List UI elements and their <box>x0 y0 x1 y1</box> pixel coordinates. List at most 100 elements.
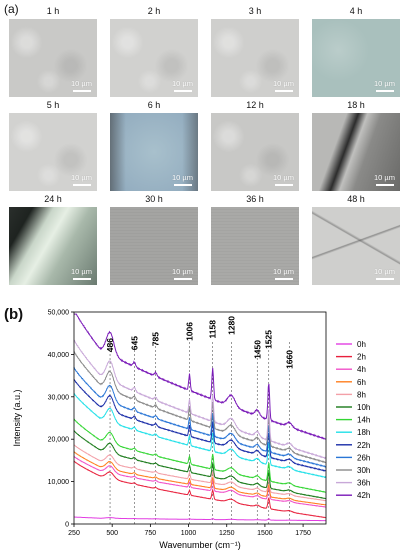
tile-time-label: 4 h <box>349 6 363 16</box>
x-tick-label: 500 <box>106 530 118 537</box>
y-axis-label: Intensity (a.u.) <box>12 389 22 446</box>
legend-entry: 42h <box>357 491 370 500</box>
scale-bar-label: 10 µm <box>273 79 294 88</box>
tile-time-label: 2 h <box>147 6 161 16</box>
legend-entry: 10h <box>357 403 370 412</box>
x-tick-label: 1500 <box>257 530 273 537</box>
spectrum-line <box>73 350 326 464</box>
spectrum-line <box>73 460 326 519</box>
tile-time-label: 36 h <box>246 194 264 204</box>
spectrum-line <box>73 451 326 506</box>
peak-label: 1158 <box>208 320 218 339</box>
scale-bar <box>275 90 293 92</box>
spectrum-line <box>74 313 326 440</box>
spectrum-line <box>73 455 326 508</box>
scale-bar <box>174 90 192 92</box>
x-tick-label: 250 <box>68 530 80 537</box>
legend-entry: 4h <box>357 365 366 374</box>
legend-entry: 18h <box>357 428 370 437</box>
scale-bar <box>376 90 394 92</box>
tile-time-label: 5 h <box>46 100 60 110</box>
legend-entry: 6h <box>357 378 366 387</box>
y-tick-label: 50,000 <box>48 310 70 317</box>
tile-time-label: 1 h <box>46 6 60 16</box>
spectrum-line <box>73 444 326 502</box>
micrograph-tile: 10 µm <box>110 19 198 97</box>
scale-bar <box>73 278 91 280</box>
panel-a-label: (a) <box>4 2 19 16</box>
scale-bar <box>275 278 293 280</box>
scale-bar-label: 10 µm <box>374 173 395 182</box>
legend-entry: 22h <box>357 441 370 450</box>
scale-bar-label: 10 µm <box>172 267 193 276</box>
micrograph-tile: 10 µm <box>211 113 299 191</box>
tile-time-label: 18 h <box>347 100 365 110</box>
x-axis-label: Wavenumber (cm⁻¹) <box>159 540 240 550</box>
tile-time-label: 48 h <box>347 194 365 204</box>
legend-entry: 30h <box>357 466 370 475</box>
legend-entry: 14h <box>357 416 370 425</box>
legend-entry: 2h <box>357 353 366 362</box>
micrograph-tile: 10 µm <box>9 19 97 97</box>
spectrum-line <box>73 430 326 500</box>
x-tick-label: 1000 <box>181 530 197 537</box>
spectrum-line <box>73 339 327 460</box>
peak-label: 1660 <box>284 350 294 369</box>
tile-time-label: 30 h <box>145 194 163 204</box>
scale-bar-label: 10 µm <box>71 173 92 182</box>
micrograph-tile: 10 µm <box>9 207 97 285</box>
micrograph-tile: 10 µm <box>9 113 97 191</box>
micrograph-tile: 10 µm <box>312 207 400 285</box>
tile-time-label: 12 h <box>246 100 264 110</box>
y-tick-label: 20,000 <box>48 437 70 444</box>
spectrum-line <box>73 366 327 468</box>
scale-bar <box>275 184 293 186</box>
y-tick-label: 0 <box>65 522 69 529</box>
x-tick-label: 750 <box>145 530 157 537</box>
scale-bar <box>376 278 394 280</box>
legend-entry: 36h <box>357 479 370 488</box>
micrograph-tile: 10 µm <box>312 19 400 97</box>
scale-bar-label: 10 µm <box>273 173 294 182</box>
peak-label: 785 <box>151 332 161 346</box>
scale-bar <box>174 278 192 280</box>
scale-bar-label: 10 µm <box>374 79 395 88</box>
raman-spectra-chart: 0 10,000 20,000 30,000 40,000 50,000 250 500 750… <box>12 310 370 550</box>
scale-bar <box>73 90 91 92</box>
scale-bar-label: 10 µm <box>172 173 193 182</box>
scale-bar-label: 10 µm <box>273 267 294 276</box>
peak-label: 1450 <box>252 340 262 359</box>
peak-label: 1006 <box>184 322 194 341</box>
scale-bar-label: 10 µm <box>172 79 193 88</box>
micrograph-tile: 10 µm <box>110 207 198 285</box>
plot-frame <box>73 311 327 525</box>
y-tick-label: 30,000 <box>48 394 70 401</box>
scale-bar <box>376 184 394 186</box>
x-tick-label: 1250 <box>219 530 235 537</box>
spectrum-line <box>74 516 326 522</box>
legend-entry: 0h <box>357 340 366 349</box>
micrograph-tile: 10 µm <box>312 113 400 191</box>
scale-bar <box>73 184 91 186</box>
spectrum-line <box>73 418 326 493</box>
scale-bar-label: 10 µm <box>71 267 92 276</box>
y-tick-label: 10,000 <box>48 479 70 486</box>
legend-entry: 26h <box>357 453 370 462</box>
peak-label: 1280 <box>226 316 236 335</box>
tile-time-label: 3 h <box>248 6 262 16</box>
tile-time-label: 6 h <box>147 100 161 110</box>
peak-label: 486 <box>105 338 115 352</box>
peak-label: 645 <box>129 336 139 350</box>
micrograph-tile: 10 µm <box>211 207 299 285</box>
micrograph-tile: 10 µm <box>211 19 299 97</box>
peak-label: 1525 <box>264 330 274 349</box>
spectrum-line <box>73 393 327 478</box>
scale-bar <box>174 184 192 186</box>
panel-b-label: (b) <box>4 306 24 323</box>
scale-bar-label: 10 µm <box>71 79 92 88</box>
scale-bar-label: 10 µm <box>374 267 395 276</box>
spectrum-line <box>73 378 326 472</box>
x-tick-label: 1750 <box>295 530 311 537</box>
legend-entry: 8h <box>357 390 366 399</box>
y-tick-label: 40,000 <box>48 352 70 359</box>
